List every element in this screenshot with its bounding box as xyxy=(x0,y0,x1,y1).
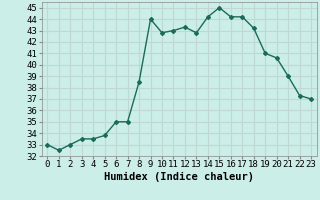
X-axis label: Humidex (Indice chaleur): Humidex (Indice chaleur) xyxy=(104,172,254,182)
